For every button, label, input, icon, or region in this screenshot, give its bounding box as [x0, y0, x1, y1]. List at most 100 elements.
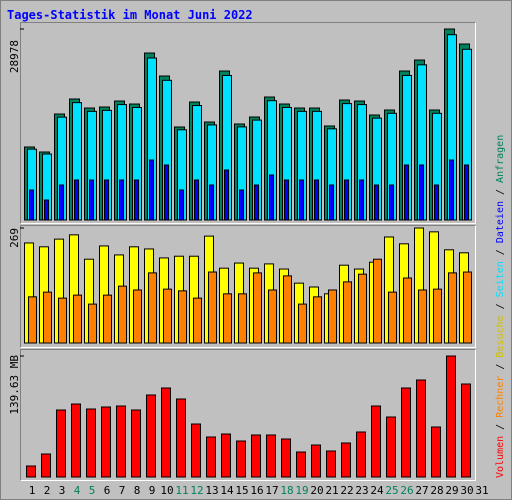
legend-entry: Rechner — [495, 376, 506, 418]
bar — [134, 179, 139, 221]
bar — [148, 272, 157, 344]
bar — [434, 184, 439, 221]
x-tick-label: 10 — [160, 484, 173, 497]
bar — [149, 159, 154, 221]
bar — [221, 433, 231, 478]
bar — [71, 403, 81, 478]
bar — [89, 179, 94, 221]
bar — [236, 440, 246, 478]
bar — [164, 164, 169, 221]
legend-entry: Volumen — [495, 436, 506, 478]
bar — [298, 303, 307, 344]
bar — [131, 409, 141, 478]
legend-separator: / — [495, 183, 506, 201]
bar — [179, 189, 184, 221]
bar — [26, 465, 36, 478]
bar — [59, 184, 64, 221]
bar — [418, 289, 427, 344]
bar — [238, 293, 247, 344]
bar — [448, 272, 457, 344]
bar — [44, 199, 49, 221]
x-tick-label: 1 — [29, 484, 36, 497]
panel-edge — [20, 225, 476, 348]
legend: Volumen / Rechner / Besuche / Seiten / D… — [495, 135, 506, 478]
bar — [223, 293, 232, 344]
x-tick-label: 12 — [190, 484, 203, 497]
x-tick-label: 16 — [250, 484, 263, 497]
x-tick-label: 26 — [400, 484, 413, 497]
x-tick-label: 18 — [280, 484, 293, 497]
bar — [193, 297, 202, 344]
bar — [359, 179, 364, 221]
x-tick-label: 21 — [325, 484, 338, 497]
bar — [251, 434, 261, 478]
bar — [73, 294, 82, 344]
bar — [268, 289, 277, 344]
bar — [326, 450, 336, 478]
bar — [176, 398, 186, 478]
x-tick-label: 25 — [385, 484, 398, 497]
x-tick-label: 3 — [59, 484, 66, 497]
bar — [356, 431, 366, 478]
bar — [178, 290, 187, 344]
bar — [283, 275, 292, 344]
bar — [163, 288, 172, 344]
bar — [104, 179, 109, 221]
bar — [463, 271, 472, 344]
x-tick-label: 17 — [265, 484, 278, 497]
bar — [401, 387, 411, 478]
y-tick-label: 269 — [8, 228, 21, 248]
bar — [464, 164, 469, 221]
bar — [328, 289, 337, 344]
bar — [43, 291, 52, 344]
y-tick-label: 28978 — [8, 40, 21, 73]
bar — [101, 406, 111, 478]
x-tick-label: 20 — [310, 484, 323, 497]
x-tick-label: 2 — [44, 484, 51, 497]
legend-separator: / — [495, 358, 506, 376]
bar — [161, 387, 171, 478]
bar — [191, 423, 201, 478]
x-tick-label: 14 — [220, 484, 234, 497]
bar — [299, 179, 304, 221]
x-tick-label: 9 — [149, 484, 156, 497]
bar — [281, 438, 291, 478]
bar — [88, 303, 97, 344]
bar — [74, 179, 79, 221]
bar — [373, 258, 382, 344]
bar — [58, 297, 67, 344]
legend-separator: / — [495, 418, 506, 436]
x-tick-label: 27 — [415, 484, 428, 497]
bar — [416, 379, 426, 478]
bar — [28, 296, 37, 344]
bar — [419, 164, 424, 221]
bar — [371, 405, 381, 478]
bar — [374, 184, 379, 221]
panel — [20, 349, 476, 481]
bar — [119, 179, 124, 221]
bar — [386, 416, 396, 478]
x-tick-label: 15 — [235, 484, 248, 497]
bar — [389, 184, 394, 221]
x-tick-label: 31 — [475, 484, 488, 497]
chart-title: Tages-Statistik im Monat Juni 2022 — [7, 8, 253, 22]
bar — [313, 296, 322, 344]
bar — [343, 281, 352, 344]
bar — [461, 383, 471, 478]
x-tick-label: 5 — [89, 484, 96, 497]
bar — [269, 174, 274, 221]
x-tick-label: 28 — [430, 484, 443, 497]
bar — [446, 355, 456, 478]
bar — [86, 408, 96, 478]
x-tick-label: 4 — [74, 484, 81, 497]
x-tick-label: 22 — [340, 484, 353, 497]
x-tick-label: 23 — [355, 484, 368, 497]
bar — [206, 436, 216, 478]
bar — [56, 409, 66, 478]
x-tick-label: 30 — [460, 484, 473, 497]
legend-entry: Anfragen — [495, 135, 506, 183]
bar — [404, 164, 409, 221]
bar — [311, 444, 321, 478]
bar — [266, 434, 276, 478]
